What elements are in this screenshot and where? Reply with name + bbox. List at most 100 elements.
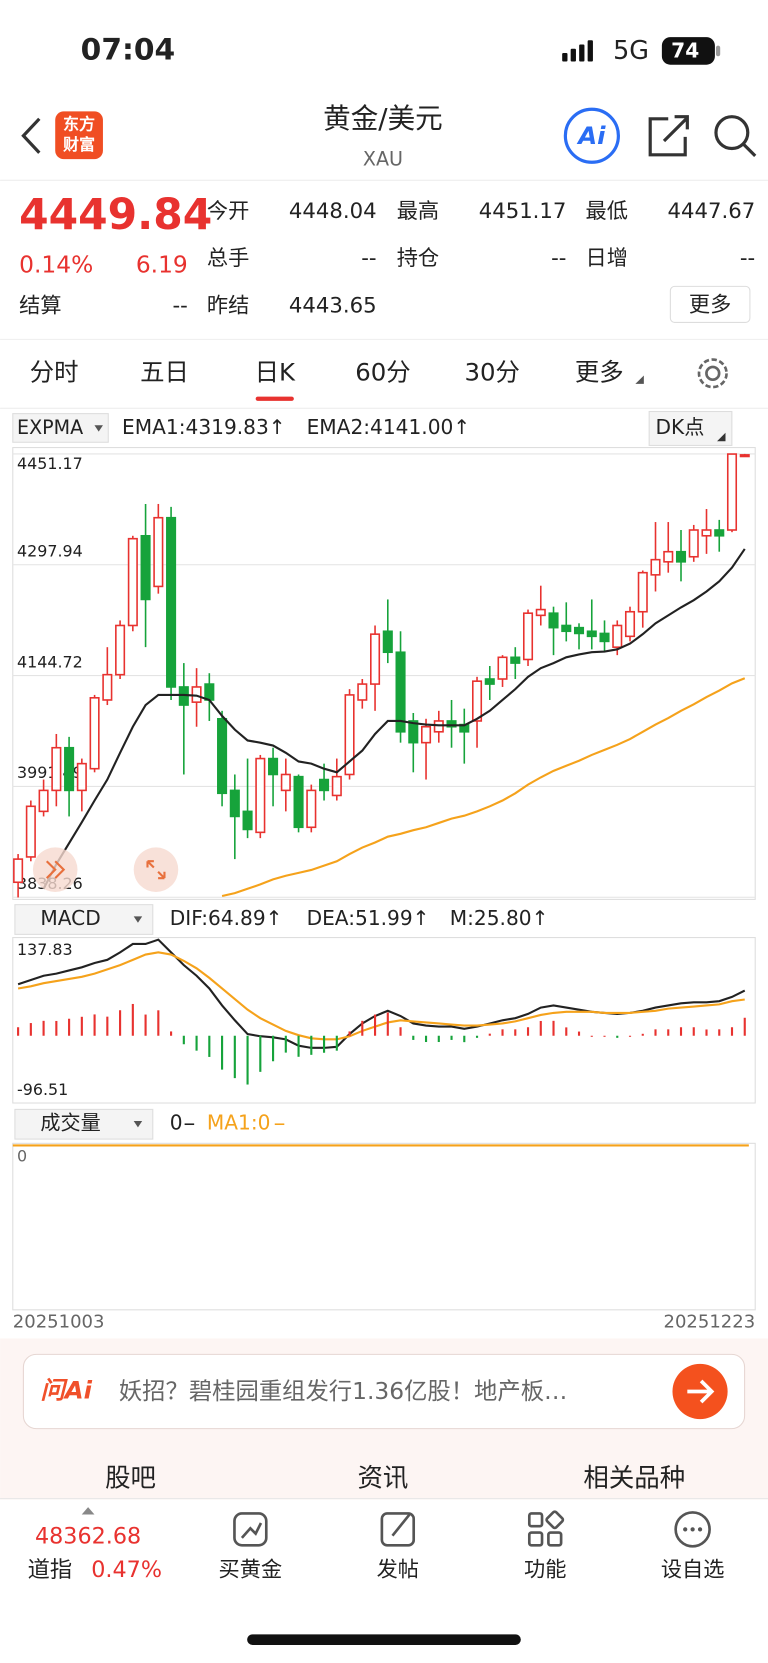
search-button[interactable] xyxy=(714,115,757,158)
main-pane-frame xyxy=(12,447,756,900)
field-label: 最高 xyxy=(397,199,439,224)
ask-bar[interactable] xyxy=(22,1353,746,1430)
candle-body xyxy=(140,534,151,601)
candle-body xyxy=(102,673,113,701)
histogram-bar xyxy=(705,1029,708,1036)
field-label: 结算 xyxy=(19,294,61,319)
field-value: -- xyxy=(172,294,187,319)
y-tick-label: 137.83 xyxy=(17,940,73,959)
expand-arrow xyxy=(81,1507,95,1515)
histogram-bar xyxy=(450,1035,453,1040)
histogram-bar xyxy=(106,1016,109,1036)
dropdown-arrow xyxy=(94,425,103,432)
home-indicator xyxy=(247,1634,521,1645)
dk-button[interactable] xyxy=(648,410,733,446)
candle-body xyxy=(127,537,138,627)
bottom-item[interactable]: 功能 xyxy=(524,1558,566,1583)
dropdown-arrow xyxy=(133,1121,143,1128)
logo[interactable] xyxy=(55,111,103,160)
bottom-item[interactable]: 买黄金 xyxy=(219,1558,283,1583)
histogram-bar xyxy=(616,1035,619,1038)
volume-pane-frame xyxy=(12,1142,756,1311)
tab[interactable]: 30分 xyxy=(464,357,519,386)
candle-body xyxy=(726,453,738,531)
legend-label: DEA:51.99↑ xyxy=(307,906,430,930)
back-button[interactable] xyxy=(21,117,41,154)
bottom-icons xyxy=(233,1510,711,1548)
candle-body xyxy=(497,656,508,680)
field-label: 昨结 xyxy=(207,294,249,319)
indicator-line xyxy=(221,677,746,898)
histogram-bar xyxy=(246,1035,249,1085)
histogram-bar xyxy=(93,1014,96,1036)
candle-body xyxy=(739,454,750,458)
index-value[interactable]: 48362.68 xyxy=(35,1523,141,1549)
indicator-select[interactable] xyxy=(14,904,154,935)
candle-body xyxy=(217,717,228,795)
battery-level: 74 xyxy=(671,38,699,62)
bottom-items: 买黄金 发帖 功能 设自选 xyxy=(219,1558,725,1583)
section-tab[interactable]: 股吧 xyxy=(105,1464,156,1494)
histogram-bar xyxy=(730,1027,734,1036)
period-tabs: 分时 五日 日K 60分 30分 更多 xyxy=(30,357,624,401)
section-tab[interactable]: 资讯 xyxy=(357,1464,408,1494)
share-button[interactable] xyxy=(648,115,689,157)
more-button[interactable] xyxy=(669,285,751,323)
tab[interactable]: 分时 xyxy=(30,357,79,386)
histogram-bar xyxy=(119,1010,122,1036)
histogram-bar xyxy=(144,1014,147,1036)
ask-brand: 问Ai xyxy=(40,1375,92,1404)
tab[interactable]: 日K xyxy=(255,357,296,386)
field-value: -- xyxy=(740,246,755,271)
tab[interactable]: 60分 xyxy=(355,357,410,386)
histogram-bar xyxy=(437,1035,440,1043)
bottom-item[interactable]: 发帖 xyxy=(377,1558,419,1583)
ai-button[interactable] xyxy=(563,107,620,164)
change: 6.19 xyxy=(136,251,188,279)
settings-button[interactable] xyxy=(697,358,728,389)
section-tab[interactable]: 相关品种 xyxy=(583,1464,685,1494)
legend-label: EMA2:4141.00↑ xyxy=(307,415,471,439)
candle-body xyxy=(331,775,342,797)
indicator-line xyxy=(42,548,746,890)
candle-body xyxy=(280,773,291,792)
histogram-bar xyxy=(284,1035,287,1053)
candle-body xyxy=(637,571,648,613)
candle-body xyxy=(675,550,687,563)
candle-body xyxy=(344,694,355,776)
index-change: 0.47% xyxy=(91,1557,162,1583)
histogram-bar xyxy=(577,1031,581,1036)
status-time: 07:04 xyxy=(81,32,176,67)
indicator-select[interactable] xyxy=(14,1108,154,1140)
candle-body xyxy=(484,678,495,685)
section-tabs: 股吧 资讯 相关品种 xyxy=(105,1464,685,1494)
candle-body xyxy=(242,810,253,831)
histogram-bar xyxy=(386,1012,389,1036)
quote-fields: 今开 4448.04 最高 4451.17 最低 4447.67 总手 -- 持仓 -- 日增 -- 结… xyxy=(19,199,755,318)
send-icon xyxy=(687,1379,715,1404)
candle-body xyxy=(229,789,240,818)
candle-body xyxy=(446,720,457,728)
dk-label: DK点 xyxy=(656,415,705,439)
indicator-line xyxy=(17,951,745,1041)
change-pct: 0.14% xyxy=(19,251,93,279)
field-value: 4448.04 xyxy=(289,199,377,224)
candle-body xyxy=(268,757,279,776)
field-value: 4447.67 xyxy=(668,199,756,224)
candle-body xyxy=(13,858,24,884)
field-label: 持仓 xyxy=(397,246,439,271)
histogram-bar xyxy=(208,1035,211,1057)
bottom-item[interactable]: 设自选 xyxy=(661,1558,725,1583)
candle-body xyxy=(395,651,406,733)
histogram-bar xyxy=(526,1027,530,1036)
tab[interactable]: 更多 xyxy=(575,357,624,386)
expand-button[interactable] xyxy=(133,847,179,892)
histogram-bar xyxy=(692,1027,695,1036)
field-label: 最低 xyxy=(586,199,628,224)
ai-label: Ai xyxy=(576,121,606,150)
candle-body xyxy=(51,746,62,792)
indicator-select[interactable] xyxy=(12,413,109,443)
histogram-bar xyxy=(310,1035,313,1055)
tab[interactable]: 五日 xyxy=(140,357,189,386)
field-value: 4443.65 xyxy=(289,294,377,319)
